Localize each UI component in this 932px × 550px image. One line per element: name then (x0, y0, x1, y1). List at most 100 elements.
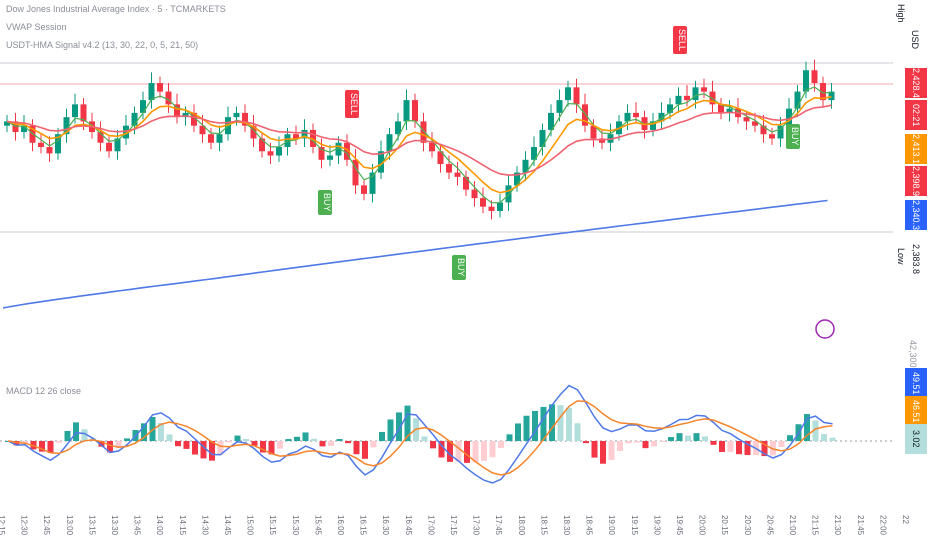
macd-histogram-bar (472, 441, 479, 463)
macd-histogram-bar (115, 441, 122, 448)
time-tick-label: 14:45 (223, 515, 232, 536)
signal-sell-2: SELL (673, 26, 687, 55)
candle-body (148, 83, 155, 101)
macd-histogram-bar (251, 441, 258, 446)
candle-body (828, 91, 835, 101)
candle-body (573, 87, 580, 105)
signal-buy-2: BUY (452, 255, 466, 280)
macd-histogram-bar (166, 434, 173, 441)
candle-body (131, 112, 138, 126)
candle-body (4, 121, 10, 126)
ma-long-line (2, 199, 828, 309)
time-tick-label: 13:45 (133, 515, 142, 536)
macd-histogram-bar (124, 438, 130, 441)
macd-histogram-bar (447, 441, 453, 462)
candle-body (369, 172, 376, 194)
lightning-icon (815, 319, 835, 339)
candle-body (123, 125, 129, 139)
candle-body (726, 108, 733, 113)
candle-body (318, 147, 325, 160)
currency-label: USD (910, 30, 920, 50)
macd-histogram-bar (226, 441, 232, 443)
candle-body (522, 159, 529, 173)
candle-body (72, 104, 78, 118)
candle-body (692, 87, 699, 101)
candle-body (743, 117, 750, 122)
candle-body (565, 87, 571, 101)
candle-body (301, 129, 308, 139)
macd-histogram-bar (710, 441, 717, 445)
candle-body (794, 91, 801, 109)
macd-histogram-bar (821, 434, 827, 441)
macd-histogram-bar (506, 434, 513, 441)
time-tick-label: 21:45 (856, 515, 865, 536)
time-tick-label: 16:00 (336, 515, 345, 536)
time-tick-label: 18:30 (562, 515, 571, 536)
macd-histogram-bar (430, 441, 436, 449)
candle-body (412, 100, 418, 122)
macd-histogram-bar (489, 441, 496, 458)
macd-histogram-bar (617, 441, 623, 451)
candle-body (182, 112, 189, 118)
price-tag-low: 42,383.80 (905, 244, 927, 274)
macd-histogram-bar (370, 441, 377, 448)
macd-histogram-bar (56, 441, 62, 443)
macd-histogram-bar (736, 441, 742, 455)
time-tick-label: 13:15 (87, 515, 96, 536)
macd-histogram-bar (98, 441, 105, 447)
candle-body (650, 121, 656, 130)
macd-histogram-bar (362, 441, 368, 459)
macd-histogram-bar (319, 441, 326, 447)
macd-histogram-bar (702, 436, 708, 441)
macd-histogram-bar (209, 441, 215, 461)
candle-body (267, 151, 274, 156)
candle-body (352, 159, 359, 186)
candle-body (480, 198, 486, 207)
candle-body (786, 108, 792, 126)
macd-histogram-bar (175, 441, 181, 447)
macd-histogram-bar (574, 423, 581, 441)
time-tick-label: 16:30 (381, 515, 390, 536)
candle-body (293, 134, 299, 139)
macd-histogram-bar (804, 414, 810, 441)
macd-histogram-bar (651, 441, 657, 447)
candle-body (667, 104, 673, 113)
macd-histogram-bar (659, 441, 666, 442)
macd-histogram-bar (353, 441, 360, 455)
signal-buy-3: BUY (786, 124, 800, 149)
macd-histogram-bar (47, 441, 54, 453)
macd-histogram-bar (217, 441, 224, 455)
macd-histogram-bar (566, 407, 572, 441)
candle-body (395, 121, 401, 135)
macd-histogram-bar (591, 441, 598, 458)
hma-fast-line (6, 86, 832, 204)
macd-histogram-bar (336, 439, 343, 441)
time-tick-label: 12:30 (20, 515, 29, 536)
time-tick-label: 19:15 (630, 515, 639, 536)
candle-body (344, 142, 350, 160)
low-label: Low (896, 248, 906, 265)
macd-histogram-bar (438, 441, 445, 458)
macd-histogram-bar (64, 430, 71, 441)
candle-body (38, 142, 44, 147)
time-tick-label: 18:15 (539, 515, 548, 536)
time-tick-label: 14:15 (178, 515, 187, 536)
time-tick-label: 13:30 (110, 515, 119, 536)
signal-line (7, 400, 833, 476)
macd-histogram-bar (200, 441, 207, 459)
candle-body (769, 134, 775, 139)
macd-histogram-bar (243, 438, 249, 441)
macd-histogram-bar (464, 441, 470, 463)
indicator-legend: USDT-HMA Signal v4.2 (13, 30, 22, 0, 5, … (6, 40, 199, 50)
candle-body (548, 112, 554, 130)
macd-histogram-bar (693, 433, 700, 441)
macd-histogram-bar (625, 441, 632, 444)
time-tick-label: 22:00 (878, 515, 887, 536)
candle-body (233, 112, 240, 118)
time-tick-label: 17:30 (472, 515, 481, 536)
candle-body (811, 70, 818, 84)
candle-body (276, 147, 282, 156)
macd-histogram-bar (396, 412, 402, 441)
candle-body (191, 112, 197, 126)
